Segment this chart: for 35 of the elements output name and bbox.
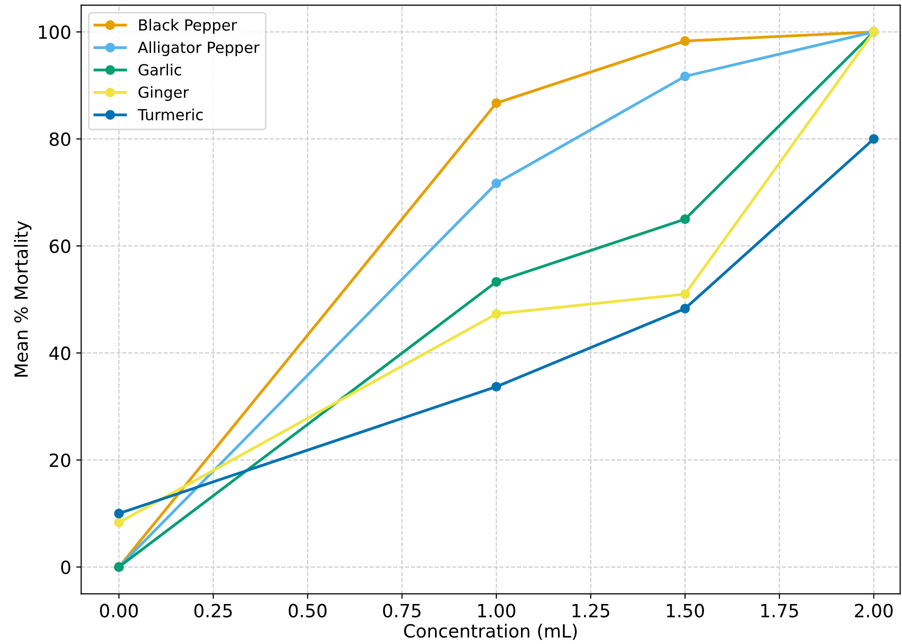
point — [680, 36, 690, 46]
point — [491, 382, 502, 392]
x-tick-label: 1.00 — [478, 604, 516, 618]
point — [680, 304, 690, 314]
y-tick-label: 100 — [38, 25, 70, 40]
y-tick-label: 40 — [49, 346, 70, 360]
x-tick-label: 1.25 — [572, 604, 610, 618]
x-tick-label: 0.50 — [288, 604, 327, 618]
legend-label: Ginger — [138, 86, 189, 101]
legend-label: Garlic — [138, 64, 182, 76]
x-tick-label: 0.25 — [194, 604, 232, 618]
point — [680, 214, 690, 224]
point — [680, 71, 690, 82]
y-tick-label: 80 — [50, 132, 70, 146]
legend-label: Black Pepper — [139, 18, 238, 34]
point — [491, 178, 502, 188]
point — [114, 508, 124, 518]
point — [491, 98, 502, 108]
y-tick-label: 60 — [50, 239, 70, 254]
x-tick-label: 1.50 — [666, 604, 704, 618]
x-tick-label: 0.75 — [383, 604, 421, 618]
y-tick-label: 0 — [61, 560, 70, 574]
point — [114, 518, 124, 528]
point — [491, 309, 502, 319]
y-axis-title: Mean % Mortality — [14, 221, 32, 377]
x-axis-title: Concentration (mL) — [404, 624, 577, 640]
point — [680, 289, 690, 299]
legend-label: Turmeric — [138, 108, 203, 120]
x-tick-label: 0.00 — [100, 604, 138, 618]
x-tick-label: 1.75 — [761, 604, 798, 618]
point — [491, 276, 502, 287]
x-tick-label: 2.00 — [855, 604, 893, 618]
legend-label: Alligator Pepper — [138, 41, 260, 56]
point — [868, 134, 879, 144]
y-tick-label: 20 — [50, 453, 70, 468]
